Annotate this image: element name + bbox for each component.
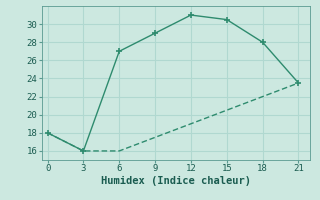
X-axis label: Humidex (Indice chaleur): Humidex (Indice chaleur) — [101, 176, 251, 186]
